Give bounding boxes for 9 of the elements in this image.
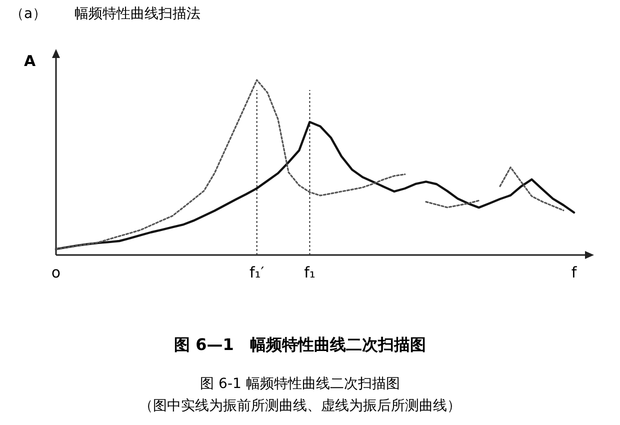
caption: 图 6-1 幅频特性曲线二次扫描图 bbox=[200, 376, 400, 392]
x-tick-label: o bbox=[51, 264, 61, 282]
x-tick-label: f₁′ bbox=[250, 264, 265, 282]
x-tick-label: f₁ bbox=[304, 264, 316, 282]
x-tick-label: f bbox=[571, 264, 578, 282]
chart-title: （a） 幅频特性曲线扫描法 bbox=[10, 6, 201, 22]
y-axis-title: A bbox=[24, 52, 36, 70]
caption: 图 6—1 幅频特性曲线二次扫描图 bbox=[174, 335, 426, 354]
text: （图中实线为振前所测曲线、虚线为振后所测曲线） bbox=[139, 398, 461, 414]
